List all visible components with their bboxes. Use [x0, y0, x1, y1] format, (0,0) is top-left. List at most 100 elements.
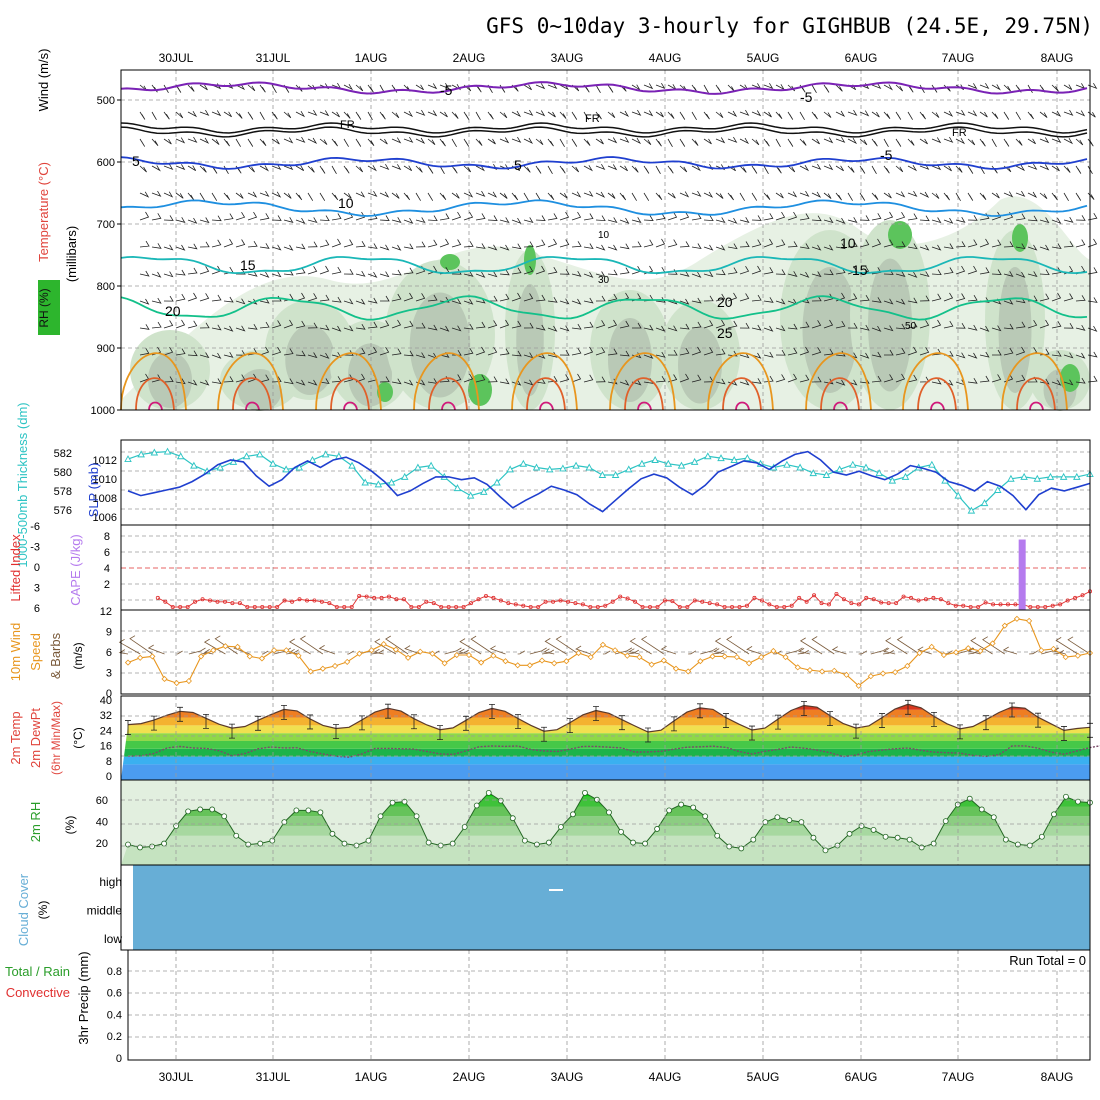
wind10-point: [356, 650, 363, 657]
thickness-point: [519, 459, 528, 467]
date-label-bottom: 5AUG: [747, 1070, 780, 1084]
wind-barb: [931, 111, 940, 118]
wind-barb: [763, 238, 774, 248]
wind-barb: [715, 164, 726, 171]
wind10-point: [441, 660, 448, 667]
wind-barb: [991, 211, 1002, 221]
rh2m-point: [906, 836, 913, 843]
contour-label-5-0: 5: [132, 153, 140, 169]
lifted-index-point: [804, 599, 809, 604]
lifted-index-point: [476, 597, 481, 602]
wind-barb: [199, 165, 207, 173]
wind-barb: [607, 244, 618, 251]
series-temp2m-line: [127, 703, 1091, 733]
lifted-index-point: [521, 603, 526, 608]
wind-barb: [499, 217, 510, 224]
lifted-index-point: [752, 595, 757, 600]
lifted-index-point: [215, 599, 220, 604]
wind10-point: [392, 646, 399, 653]
wind10-point: [465, 651, 473, 659]
rh2m-point: [606, 809, 612, 816]
wind10-point: [234, 643, 241, 650]
wind-barb: [355, 84, 364, 92]
lifted-index-point: [163, 599, 168, 604]
wind10-point: [733, 654, 740, 661]
wind10-point: [417, 648, 424, 655]
lifted-index-point: [685, 605, 690, 610]
wind-barb: [823, 293, 834, 302]
wind-barb: [319, 215, 330, 222]
lifted-index-point: [431, 601, 436, 606]
wind-barb: [979, 267, 990, 275]
wind-barb: [967, 192, 974, 201]
lifted-index-point: [304, 598, 309, 603]
wind-barb: [703, 347, 714, 356]
wind-barb: [475, 138, 483, 146]
wind-barb: [703, 111, 710, 120]
thickness-point: [585, 463, 593, 471]
wind-barb: [763, 138, 770, 147]
wind-barb: [667, 349, 678, 356]
wind-barb: [499, 269, 510, 276]
thickness-point: [690, 457, 699, 465]
wind-barb: [619, 243, 630, 250]
rh2m-point: [858, 823, 865, 829]
wind-barb: [199, 84, 208, 91]
rh-shade-saturated-5: [468, 374, 492, 406]
wind-barb: [1003, 271, 1014, 277]
contour-plus25-8: [902, 352, 969, 411]
wind-barb: [703, 84, 709, 94]
wind-barb: [1063, 109, 1074, 116]
wind-barb: [343, 350, 354, 356]
minmax-whisker: [437, 725, 443, 741]
wind-barb: [139, 270, 150, 277]
wind-barb: [163, 346, 174, 356]
contour-label-m5-1: -5: [800, 89, 813, 105]
wind-barb: [523, 322, 534, 329]
rh2m-point: [894, 834, 901, 841]
lifted-index-point: [931, 595, 936, 600]
wind-barb: [271, 215, 282, 221]
wind-barb: [331, 325, 342, 332]
wind-barb: [439, 138, 446, 147]
wind-barb: [823, 348, 834, 356]
contour-plus25-5: [609, 352, 676, 411]
wind-barb: [727, 350, 738, 357]
wind-barb: [679, 373, 690, 383]
wind-barb: [511, 192, 519, 201]
wind-barb: [583, 190, 594, 197]
wind-barb: [487, 244, 498, 251]
wind-barb: [259, 321, 270, 329]
rh2m-point: [545, 839, 552, 846]
wind-barb: [547, 111, 556, 118]
wind-barb: [715, 137, 726, 144]
wind10-point: [599, 641, 606, 648]
lifted-index-point: [319, 599, 324, 604]
lifted-index-point: [528, 605, 533, 610]
wind-barb: [1015, 243, 1026, 250]
wind-barb: [199, 266, 210, 275]
wind-barb: [1051, 267, 1062, 275]
wind-barb: [247, 298, 258, 305]
wind-barb: [931, 137, 942, 144]
contour-plus30-1: [232, 377, 272, 411]
wind-barb: [475, 111, 481, 121]
rh-shade-high-7: [678, 326, 722, 404]
lifted-index-point: [692, 598, 697, 603]
thickness-point: [150, 448, 159, 456]
wind-barb: [955, 109, 966, 116]
wind-barb: [775, 192, 784, 199]
wind10-barb: [517, 650, 526, 655]
slp-ytick-right: 1008: [93, 493, 117, 505]
wind-barb: [451, 298, 462, 305]
rh2m-point: [714, 832, 721, 839]
lifted-index-point: [700, 599, 705, 604]
wind-barb: [691, 164, 701, 172]
wind-barb: [499, 378, 510, 385]
wind-barb: [271, 346, 282, 356]
label-cloud-unit: (%): [36, 901, 50, 920]
temp-ytick: 24: [100, 725, 112, 737]
wind-barb: [1015, 346, 1026, 356]
wind-barb: [835, 165, 844, 172]
